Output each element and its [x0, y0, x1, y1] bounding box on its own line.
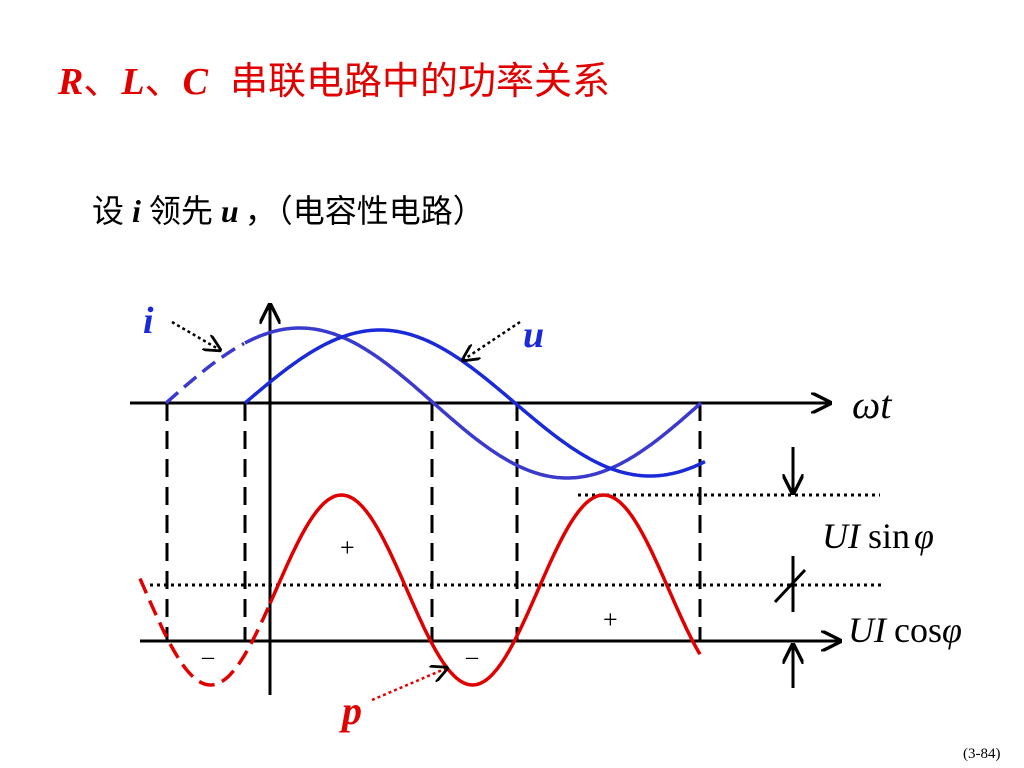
- i-label: i: [143, 300, 154, 342]
- label-part: sin: [868, 516, 910, 556]
- waveform: [164, 341, 245, 405]
- plus-sign: +: [603, 605, 618, 634]
- label-part: φ: [942, 610, 962, 650]
- label-part: UI: [822, 516, 862, 556]
- title-part: 、: [83, 59, 121, 103]
- page-number: (3-84): [963, 746, 1001, 762]
- ui-cos-label: UI cosφ: [848, 610, 962, 650]
- plus-sign: +: [340, 533, 355, 562]
- title-part: C: [183, 61, 209, 103]
- pointer: [463, 320, 521, 360]
- pointer: [371, 668, 447, 702]
- p-label: p: [339, 688, 362, 733]
- subtitle-part: 设: [92, 192, 124, 230]
- title-part: L: [120, 61, 144, 103]
- title: R、L、C 串联电路中的功率关系: [57, 59, 610, 103]
- title-part: 、: [145, 59, 183, 103]
- label-part: φ: [914, 516, 934, 556]
- waveform: [268, 493, 702, 687]
- minus-sign: –: [465, 644, 479, 670]
- dashed-guides: [165, 403, 702, 641]
- pointer: [171, 320, 220, 350]
- ui-sin-label: UI sin φ: [822, 516, 934, 556]
- subtitle-part: i: [132, 193, 141, 229]
- dim-slash: [773, 568, 807, 604]
- title-part: R: [57, 61, 83, 103]
- wt-label: ωt: [852, 382, 892, 427]
- u-label: u: [523, 314, 544, 356]
- subtitle-part: u: [221, 193, 239, 229]
- waveform: [138, 577, 272, 687]
- title-part: 串联电路中的功率关系: [230, 59, 610, 103]
- subtitle-part: 领先: [149, 192, 213, 230]
- subtitle-part: ，（电容性电路）: [245, 192, 485, 230]
- waveform: [243, 328, 706, 478]
- curves: [138, 326, 706, 687]
- waveform: [244, 326, 703, 480]
- label-part: UI: [848, 610, 888, 650]
- minus-sign: –: [201, 644, 215, 670]
- subtitle: 设 i 领先 u ，（电容性电路）: [92, 192, 485, 230]
- label-part: cos: [894, 610, 942, 650]
